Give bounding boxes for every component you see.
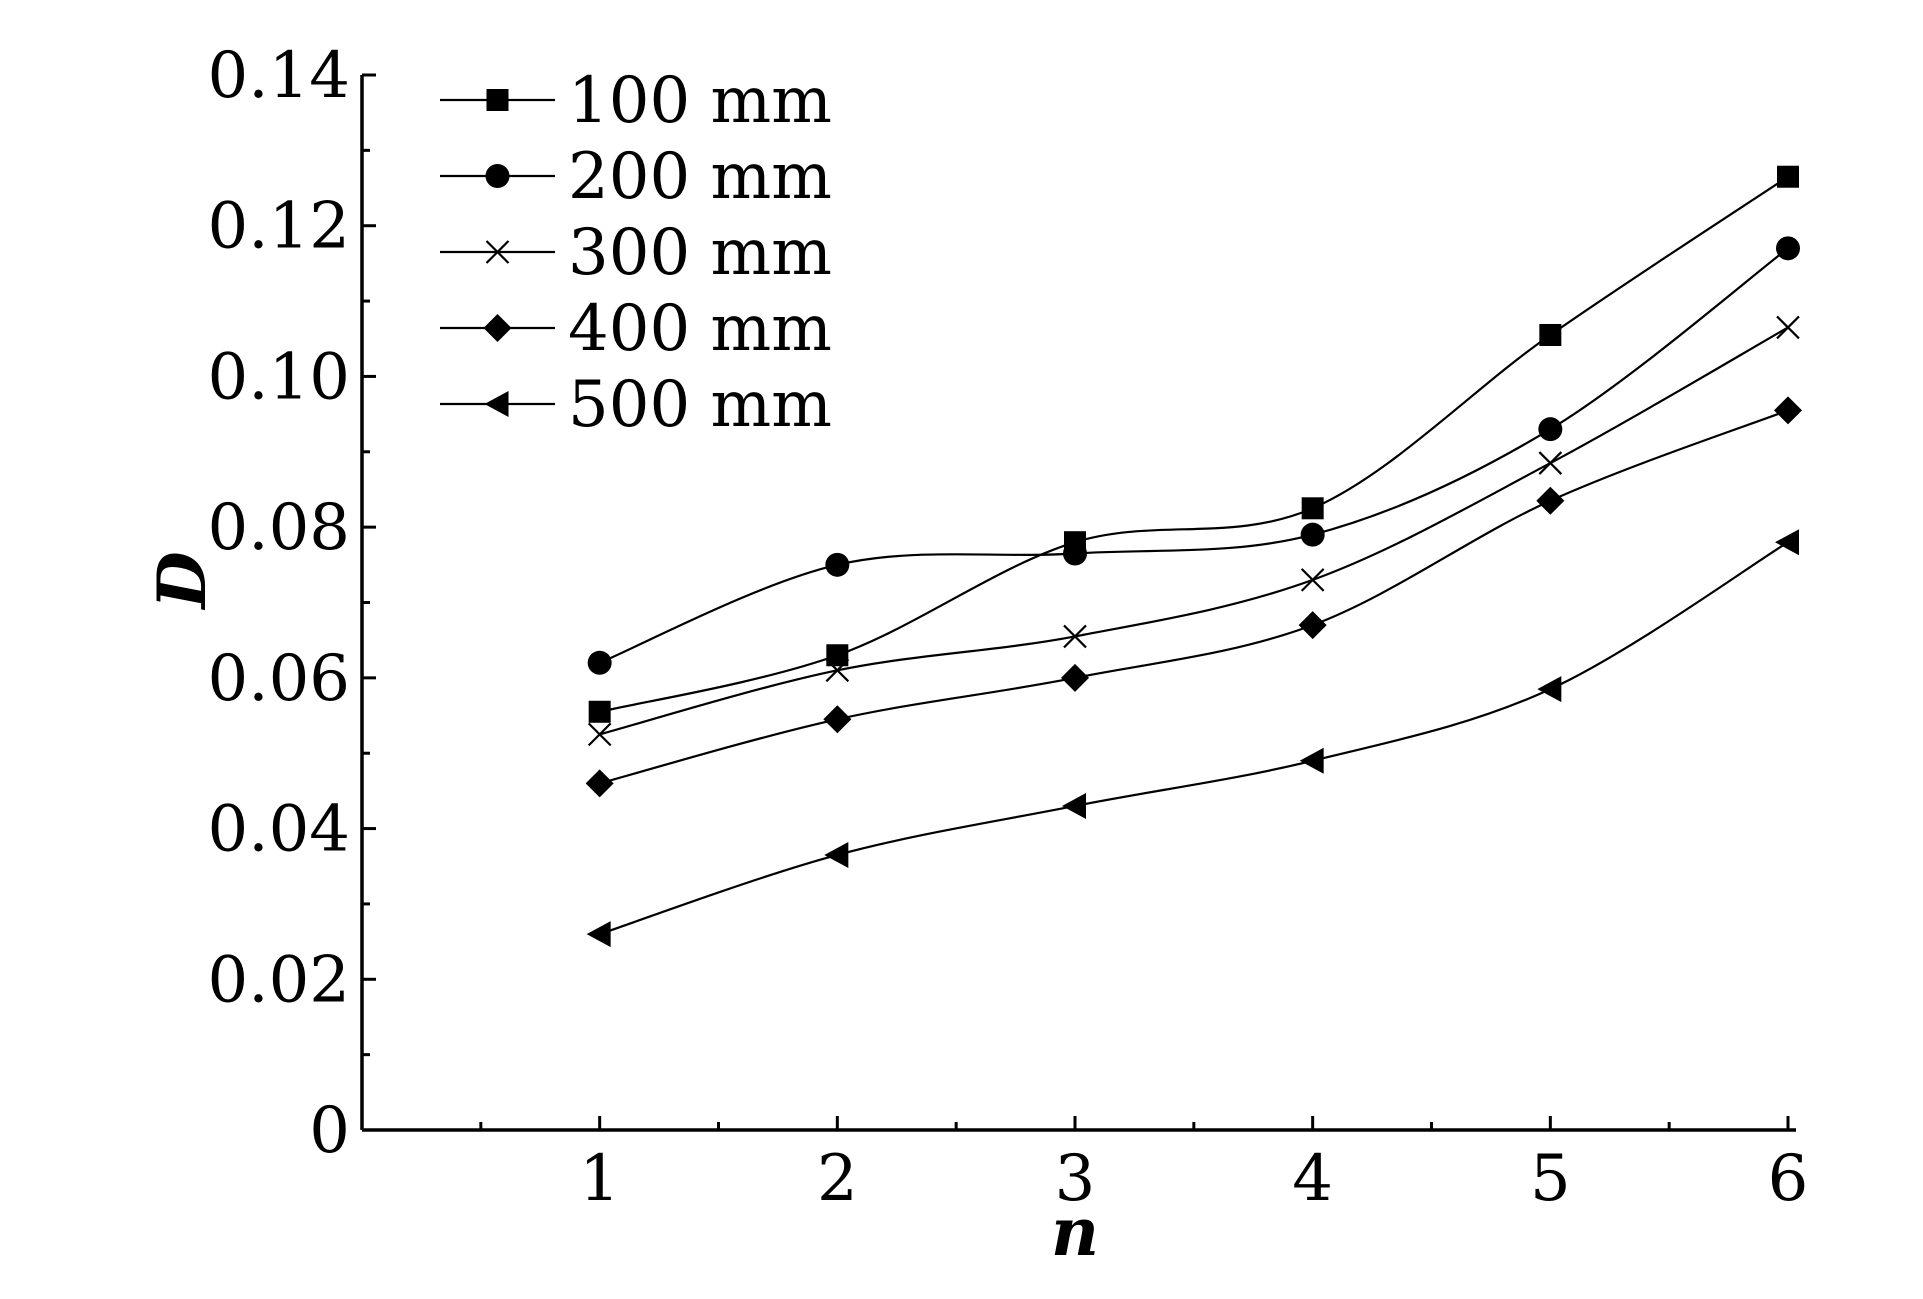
y-tick-label: 0 (309, 1094, 350, 1168)
series-4 (586, 529, 1799, 948)
data-point (1776, 315, 1800, 340)
data-point (1536, 486, 1565, 515)
legend-marker (486, 89, 509, 111)
data-point (1061, 663, 1089, 692)
legend-label: 500 mm (568, 368, 832, 442)
series-line (599, 541, 1789, 936)
x-tick-label: 2 (817, 1142, 858, 1216)
x-tick-label: 5 (1530, 1142, 1571, 1216)
data-point (586, 921, 611, 948)
y-tick-label: 0.06 (208, 642, 351, 716)
data-point (825, 658, 850, 683)
data-point (587, 722, 612, 747)
legend-marker (483, 314, 512, 342)
ticks: 0 0.02 0.04 0.06 0.08 0.10 0.12 0.14 1 2 3 4 5 6 (208, 39, 1809, 1216)
legend-label: 300 mm (568, 216, 832, 290)
data-point (1298, 611, 1327, 640)
legend-label: 400 mm (568, 292, 832, 366)
series-line (599, 175, 1789, 713)
data-point (1063, 541, 1087, 566)
data-point (1774, 396, 1802, 425)
series-line (599, 326, 1789, 736)
legend-item: 100 mm (440, 64, 832, 138)
series-line (599, 247, 1789, 664)
x-axis-label: n (1051, 1193, 1099, 1271)
legend-item: 200 mm (440, 140, 832, 214)
data-point (1063, 624, 1087, 649)
legend-marker (485, 240, 510, 264)
series-line (599, 409, 1789, 785)
data-point (1299, 747, 1324, 774)
legend-item: 300 mm (440, 216, 832, 290)
data-point (1776, 236, 1800, 261)
series-1 (587, 236, 1800, 675)
y-tick-label: 0.08 (208, 491, 351, 565)
data-point (824, 841, 849, 868)
data-point (826, 644, 849, 667)
legend-marker (485, 164, 510, 188)
data-point (1775, 529, 1799, 556)
y-tick-label: 0.12 (208, 190, 351, 264)
y-axis-label: D (143, 551, 221, 610)
data-point (825, 552, 850, 577)
y-tick-label: 0.10 (208, 340, 351, 414)
legend-item: 500 mm (440, 368, 832, 442)
x-tick-label: 3 (1055, 1142, 1096, 1216)
data-point (587, 650, 612, 675)
series-2 (587, 315, 1800, 747)
y-tick-label: 0.14 (208, 39, 351, 113)
data-point (823, 705, 852, 734)
data-point (1539, 323, 1562, 346)
legend-label: 100 mm (568, 64, 832, 138)
legend-marker (484, 391, 509, 417)
data-point (1300, 568, 1325, 592)
data-point (585, 769, 614, 798)
x-tick-label: 6 (1768, 1142, 1809, 1216)
legend-label: 200 mm (568, 140, 832, 214)
data-point (588, 700, 611, 723)
data-point (1538, 451, 1563, 475)
data-point (1538, 417, 1563, 442)
data-point (1537, 676, 1562, 703)
y-tick-label: 0.04 (208, 793, 351, 867)
data-point (1777, 165, 1799, 188)
data-point (1300, 522, 1325, 547)
series-group (585, 165, 1802, 948)
y-tick-label: 0.02 (208, 943, 351, 1017)
data-point (1301, 497, 1324, 520)
x-tick-label: 4 (1292, 1142, 1333, 1216)
data-point (1062, 792, 1086, 819)
series-3 (585, 396, 1802, 798)
legend-item: 400 mm (440, 292, 832, 366)
x-tick-label: 1 (579, 1142, 620, 1216)
